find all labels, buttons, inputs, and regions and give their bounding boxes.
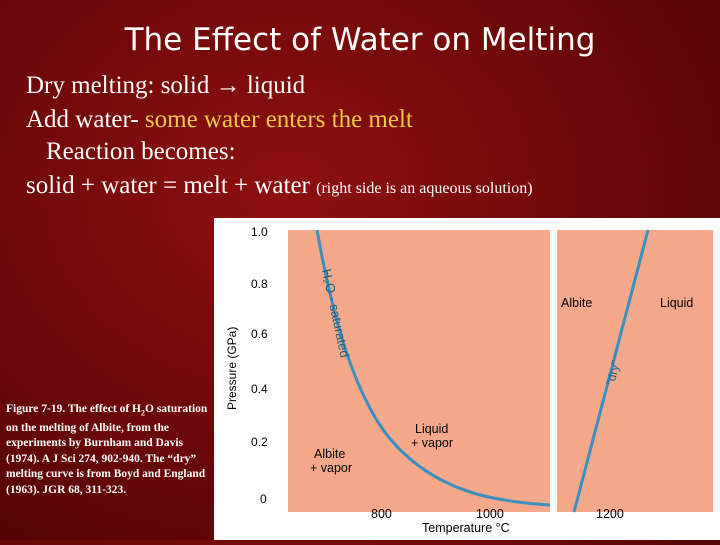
x-tick-label: 1000 bbox=[476, 507, 504, 521]
y-tick-label: 1.0 bbox=[251, 225, 268, 239]
x-tick-label: 1200 bbox=[596, 507, 624, 521]
slide-title: The Effect of Water on Melting bbox=[124, 22, 596, 58]
field-label-liquid-vapor: Liquid bbox=[415, 422, 448, 436]
field-label-albite-vapor: Albite bbox=[314, 447, 345, 461]
add-water-highlight: some water enters the melt bbox=[144, 106, 413, 133]
field-label-albite-vapor: + vapor bbox=[310, 461, 352, 475]
figure-caption: Figure 7-19. The effect of H2O saturatio… bbox=[6, 402, 212, 498]
field-label-liquid: Liquid bbox=[660, 296, 693, 310]
add-water-prefix: Add water- bbox=[26, 106, 145, 133]
field-label-liquid-vapor: + vapor bbox=[411, 436, 453, 450]
phase-diagram-svg: 1.0 0.8 0.6 0.4 0.2 0 Pressure (GPa) 800… bbox=[225, 225, 713, 535]
dry-melting-line: Dry melting: solid → liquid bbox=[26, 72, 306, 99]
caption-part-2: O saturation on the melting of Albite, f… bbox=[6, 403, 208, 496]
y-tick-label: 0.2 bbox=[251, 435, 268, 449]
dry-melting-curve bbox=[572, 229, 650, 513]
x-tick-label: 800 bbox=[371, 507, 392, 521]
field-label-albite: Albite bbox=[561, 296, 592, 310]
y-axis-label: Pressure (GPa) bbox=[225, 327, 239, 410]
right-panel-background bbox=[557, 230, 713, 512]
add-water-line: Add water- some water enters the melt bbox=[26, 106, 413, 134]
x-axis-label: Temperature °C bbox=[422, 521, 510, 535]
y-tick-label: 0.8 bbox=[251, 277, 268, 291]
caption-subscript: 2 bbox=[141, 408, 145, 418]
y-tick-label: 0.6 bbox=[251, 327, 268, 341]
phase-diagram: 1.0 0.8 0.6 0.4 0.2 0 Pressure (GPa) 800… bbox=[214, 218, 720, 540]
caption-part-1: Figure 7-19. The effect of H bbox=[6, 403, 141, 415]
reaction-equation: solid + water = melt + water bbox=[26, 172, 310, 199]
reaction-equation-line: solid + water = melt + water (right side… bbox=[26, 172, 533, 200]
y-tick-label: 0.4 bbox=[251, 382, 268, 396]
reaction-note: (right side is an aqueous solution) bbox=[316, 180, 533, 197]
water-saturated-solidus-curve bbox=[315, 229, 551, 507]
dry-curve-label: "dry" bbox=[603, 359, 623, 387]
y-tick-label: 0 bbox=[260, 492, 267, 506]
reaction-line: Reaction becomes: bbox=[46, 138, 236, 165]
